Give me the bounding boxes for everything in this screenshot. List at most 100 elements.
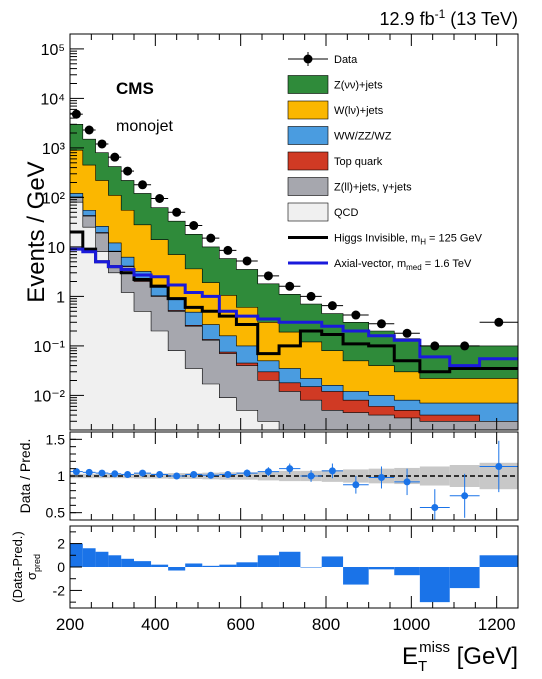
data-point: [285, 281, 295, 291]
pull-bar: [70, 543, 83, 567]
experiment-label: CMS: [116, 79, 154, 98]
legend-swatch-qcd: [287, 202, 329, 222]
data-point: [351, 310, 361, 320]
ratio-point: [139, 469, 147, 477]
main-signal-lines: [70, 230, 518, 374]
legend-label-wlnu: W(lν)+jets: [334, 105, 384, 117]
x-tick-label: 400: [141, 615, 169, 634]
legend-label-higgs: Higgs Invisible, mH = 125 GeV: [334, 233, 483, 247]
legend-label-diboson: WW/ZZ/WZ: [334, 131, 392, 143]
legend-swatch-znunu: [287, 75, 329, 94]
ratio-point: [461, 492, 469, 500]
y-tick-label: 10⁵: [41, 42, 65, 59]
pull-bar: [95, 551, 109, 567]
ratio-y-tick-label: 1.5: [46, 431, 66, 447]
ratio-y-tick-label: 0.5: [46, 505, 66, 521]
ratio-point: [224, 471, 232, 479]
data-point: [327, 301, 337, 311]
legend-label-data: Data: [334, 54, 358, 66]
pull-y-tick-label: -2: [53, 582, 66, 598]
pull-bar: [185, 563, 203, 567]
pull-bar: [449, 567, 480, 589]
pull-bar: [257, 555, 280, 567]
pull-bar: [236, 562, 258, 567]
ratio-point: [124, 471, 132, 479]
pull-bar: [394, 567, 420, 576]
pull-bar: [108, 555, 122, 567]
pull-bar: [219, 564, 237, 567]
ratio-point: [264, 468, 272, 476]
y-tick-label: 10²: [42, 190, 66, 207]
main-x-ticks: [69, 34, 519, 430]
ratio-point: [111, 470, 119, 478]
ratio-point: [173, 472, 181, 480]
pull-bar: [419, 567, 450, 603]
pull-bar: [479, 555, 518, 567]
x-axis-title: ETmiss [GeV]: [402, 639, 518, 675]
pull-bar: [151, 564, 169, 567]
y-tick-label: 10⁻²: [33, 388, 65, 405]
data-point: [172, 207, 182, 217]
main-stack-layers: [70, 123, 518, 430]
data-point: [306, 291, 316, 301]
y-tick-label: 1: [56, 289, 65, 306]
x-tick-label: 1200: [478, 615, 516, 634]
data-point: [206, 233, 216, 243]
ratio-point: [72, 468, 80, 476]
ratio-point: [207, 471, 215, 479]
pull-bar: [368, 567, 395, 570]
legend-label-top: Top quark: [334, 156, 383, 168]
ratio-point: [286, 465, 294, 473]
pull-y-axis-title: (Data-Pred.): [10, 531, 25, 603]
y-tick-label: 10³: [42, 141, 66, 158]
pull-bars: [70, 543, 518, 603]
pull-bar: [279, 551, 301, 567]
x-tick-label: 200: [56, 615, 84, 634]
pull-bar: [321, 556, 344, 567]
pull-bar: [168, 567, 186, 571]
y-tick-label: 10⁻¹: [33, 339, 65, 356]
data-point: [123, 166, 133, 176]
pull-y-tick-label: 2: [57, 536, 65, 552]
ratio-y-axis-title: Data / Pred.: [17, 439, 33, 514]
ratio-data-points: [70, 440, 518, 520]
data-point: [189, 221, 199, 231]
stack-qcd: [70, 201, 518, 430]
ratio-point: [495, 462, 503, 470]
main-y-axis-title: Events / GeV: [23, 161, 50, 302]
ratio-y-axis: 0.5 1 1.5: [46, 431, 82, 521]
data-point: [138, 180, 148, 190]
data-point: [242, 256, 252, 266]
ratio-point: [85, 468, 93, 476]
pull-y-tick-label: 0: [57, 559, 65, 575]
ratio-point: [190, 471, 198, 479]
main-data-points: [70, 109, 518, 351]
data-point: [71, 109, 81, 119]
legend-swatch-zll: [287, 177, 329, 196]
data-point: [110, 152, 120, 162]
ratio-x-ticks: [69, 432, 519, 520]
main-y-axis: 10⁻² 10⁻¹ 1 10 10² 10³ 10⁴ 10⁵: [33, 33, 84, 431]
legend-marker: [303, 54, 313, 64]
pull-bar: [300, 567, 322, 568]
legend-label-axial: Axial-vector, mmed = 1.6 TeV: [334, 258, 472, 272]
ratio-point: [243, 469, 251, 477]
signal-line-axial: [70, 247, 518, 368]
ratio-point: [352, 481, 360, 489]
pull-bar: [343, 567, 369, 585]
ratio-y-tick-label: 1: [57, 468, 65, 484]
legend-swatch-wlnu: [287, 100, 329, 120]
pull-y-axis-title-sigma: σpred: [24, 554, 42, 580]
data-point: [263, 271, 273, 281]
pull-x-axis: 200 400 600 800 1000 1200: [56, 526, 519, 634]
ratio-point: [377, 473, 385, 481]
data-point: [402, 328, 412, 338]
ratio-point: [156, 471, 164, 479]
pull-bar: [82, 548, 96, 567]
ratio-point: [98, 469, 106, 477]
data-point: [97, 139, 107, 149]
x-tick-label: 800: [312, 615, 340, 634]
pull-bar: [121, 558, 134, 567]
pull-bar: [134, 561, 152, 567]
y-tick-label: 10: [47, 240, 65, 257]
